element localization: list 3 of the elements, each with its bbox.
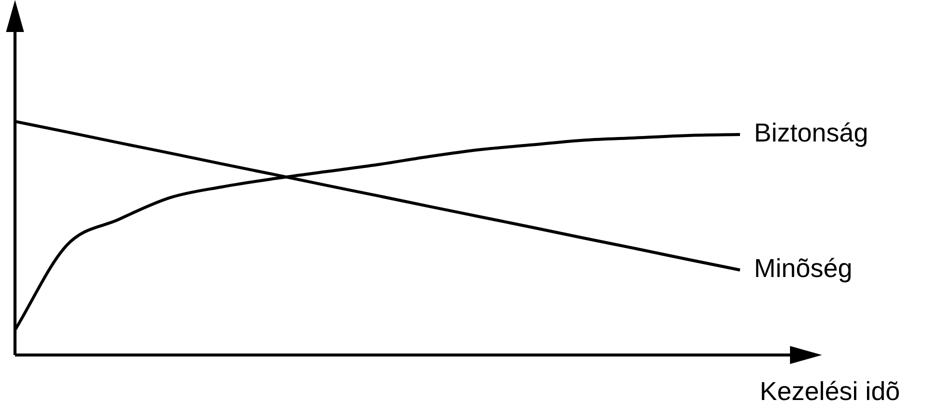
series-label: Biztonság — [754, 118, 868, 148]
series-label: Minõség — [754, 253, 852, 284]
x-axis-title: Kezelési idõ — [760, 376, 900, 406]
